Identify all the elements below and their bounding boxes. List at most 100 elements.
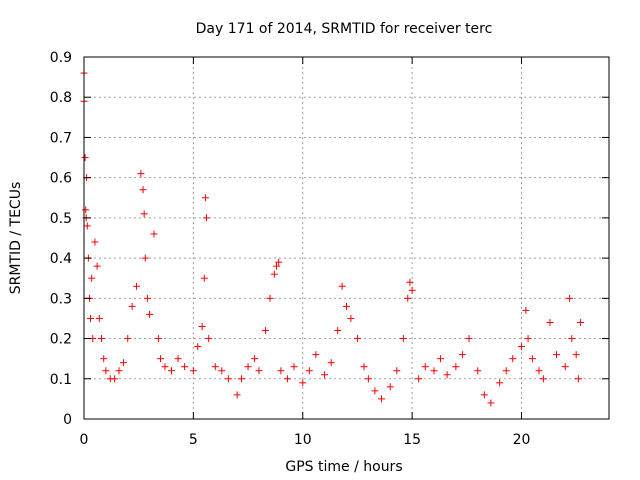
chart-title: Day 171 of 2014, SRMTID for receiver ter… [196,21,493,37]
x-axis-label: GPS time / hours [285,459,402,475]
data-point [91,238,99,246]
data-point [290,363,298,371]
data-point [194,343,202,351]
data-point [238,375,245,383]
y-tick-labels: 0 0.1 0.2 0.3 0.4 0.5 0.6 0.7 0.8 0.9 [50,50,72,428]
data-point [546,318,554,326]
data-point [299,379,307,387]
data-point [218,367,226,375]
data-point [577,318,585,326]
data-point [465,335,473,343]
data-point [83,222,91,230]
data-point [364,375,372,383]
data-point [87,314,95,322]
data-point [154,335,162,343]
data-point [198,322,206,330]
data-point [143,294,151,302]
data-point [244,363,252,371]
data-point [347,314,355,322]
data-point [338,282,346,290]
data-point [421,363,429,371]
x-tick-label: 0 [80,432,89,448]
data-point [128,302,136,310]
data-point [524,335,532,343]
data-point [270,270,278,278]
plot-frame [83,56,610,420]
x-tick-label: 5 [189,432,198,448]
data-point [124,335,132,343]
data-point [273,262,280,270]
data-point [378,395,385,403]
data-point [283,375,291,383]
data-point [203,214,210,222]
y-tick-label: 0.3 [50,291,72,307]
data-point [266,294,274,302]
data-point [115,367,123,375]
data-point [82,206,90,214]
data-point [360,363,368,371]
y-axis-label: SRMTID / TECUs [8,182,24,295]
data-point [353,335,361,343]
data-point [480,391,488,399]
data-point [98,335,105,343]
data-point [102,367,110,375]
data-point [393,367,401,375]
data-point [251,355,259,363]
data-point [224,375,232,383]
data-point [553,351,560,359]
data-point [146,310,154,318]
data-point [233,391,241,399]
data-point [111,375,119,383]
data-point [568,335,576,343]
axis-ticks [83,56,609,420]
data-point [201,194,209,202]
x-tick-label: 10 [294,432,312,448]
data-points [80,69,585,407]
y-tick-label: 0.4 [50,251,72,267]
data-point [437,355,445,363]
data-point [189,367,197,375]
data-point [200,274,208,282]
data-point [81,154,89,162]
data-point [535,367,543,375]
data-point [168,367,175,375]
y-tick-label: 0.1 [50,372,72,388]
data-point [95,314,103,322]
data-point [327,359,335,367]
data-point [100,355,108,363]
data-point [487,399,495,407]
data-point [561,363,569,371]
data-point [88,274,96,282]
data-point [399,335,407,343]
data-point [572,351,580,359]
data-point [415,375,423,383]
data-point [157,355,165,363]
data-point [474,367,482,375]
data-point [406,278,414,286]
x-tick-labels: 0 5 10 15 20 [80,432,531,448]
data-point [205,335,213,343]
data-point [305,367,313,375]
data-point [181,363,189,371]
y-tick-label: 0.5 [50,211,72,227]
data-point [430,367,438,375]
data-point [139,186,147,194]
data-point [255,367,263,375]
data-point [566,294,574,302]
data-point [528,355,536,363]
data-point [574,375,582,383]
grid-lines [84,57,609,419]
data-point [458,351,466,359]
data-point [452,363,460,371]
data-point [211,363,219,371]
data-point [174,355,182,363]
y-tick-label: 0.2 [50,332,72,348]
data-point [496,379,504,387]
data-point [119,359,127,367]
data-point [443,371,451,379]
data-point [150,230,158,238]
data-point [502,367,510,375]
data-point [522,306,530,314]
y-tick-label: 0.8 [50,90,72,106]
